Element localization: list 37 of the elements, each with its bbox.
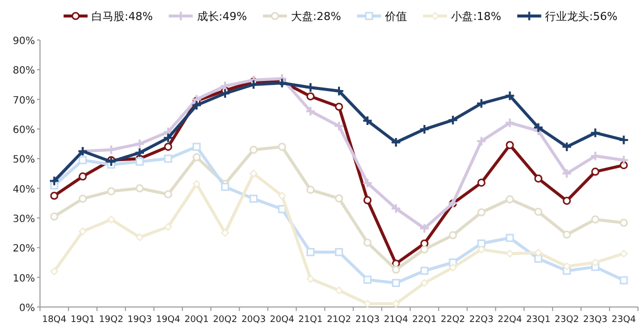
y-tick-label: 60%	[12, 125, 35, 136]
x-tick-label: 20Q3	[241, 315, 266, 325]
y-tick-label: 30%	[12, 214, 35, 225]
legend-label: 成长:49%	[196, 10, 247, 23]
x-tick-label: 21Q2	[326, 315, 352, 325]
x-tick-label: 19Q1	[70, 315, 95, 325]
x-tick-label: 23Q2	[554, 315, 579, 325]
x-tick-label: 23Q1	[526, 315, 550, 325]
x-tick-label: 20Q4	[270, 315, 294, 325]
x-tick-label: 19Q2	[99, 315, 124, 325]
y-tick-label: 80%	[12, 66, 35, 77]
x-tick-label: 22Q3	[469, 315, 494, 325]
y-tick-label: 10%	[12, 273, 35, 284]
x-tick-label: 21Q3	[355, 315, 380, 325]
x-tick-label: 19Q3	[128, 315, 152, 325]
legend-label: 大盘:28%	[290, 10, 342, 23]
x-tick-label: 19Q4	[156, 315, 181, 325]
x-tick-label: 23Q3	[583, 315, 608, 325]
x-tick-label: 18Q4	[42, 315, 67, 325]
legend-label: 行业龙头:56%	[545, 10, 618, 23]
y-tick-label: 20%	[12, 244, 35, 255]
legend-label: 白马股:48%	[92, 10, 153, 23]
legend-label: 价值	[384, 10, 408, 23]
y-tick-label: 90%	[12, 36, 35, 47]
x-tick-label: 20Q1	[184, 315, 209, 325]
x-tick-label: 21Q4	[384, 315, 408, 325]
legend-label: 小盘:18%	[451, 10, 502, 23]
y-tick-label: 0%	[19, 303, 35, 314]
y-tick-label: 50%	[12, 154, 35, 166]
x-tick-label: 22Q1	[412, 315, 437, 325]
y-tick-label: 40%	[12, 184, 35, 196]
x-tick-label: 22Q4	[498, 315, 522, 325]
y-tick-label: 70%	[12, 95, 35, 106]
x-tick-label: 21Q1	[298, 315, 323, 325]
x-tick-label: 23Q4	[612, 315, 636, 325]
x-tick-label: 20Q2	[212, 315, 238, 325]
x-tick-label: 22Q2	[440, 315, 466, 325]
